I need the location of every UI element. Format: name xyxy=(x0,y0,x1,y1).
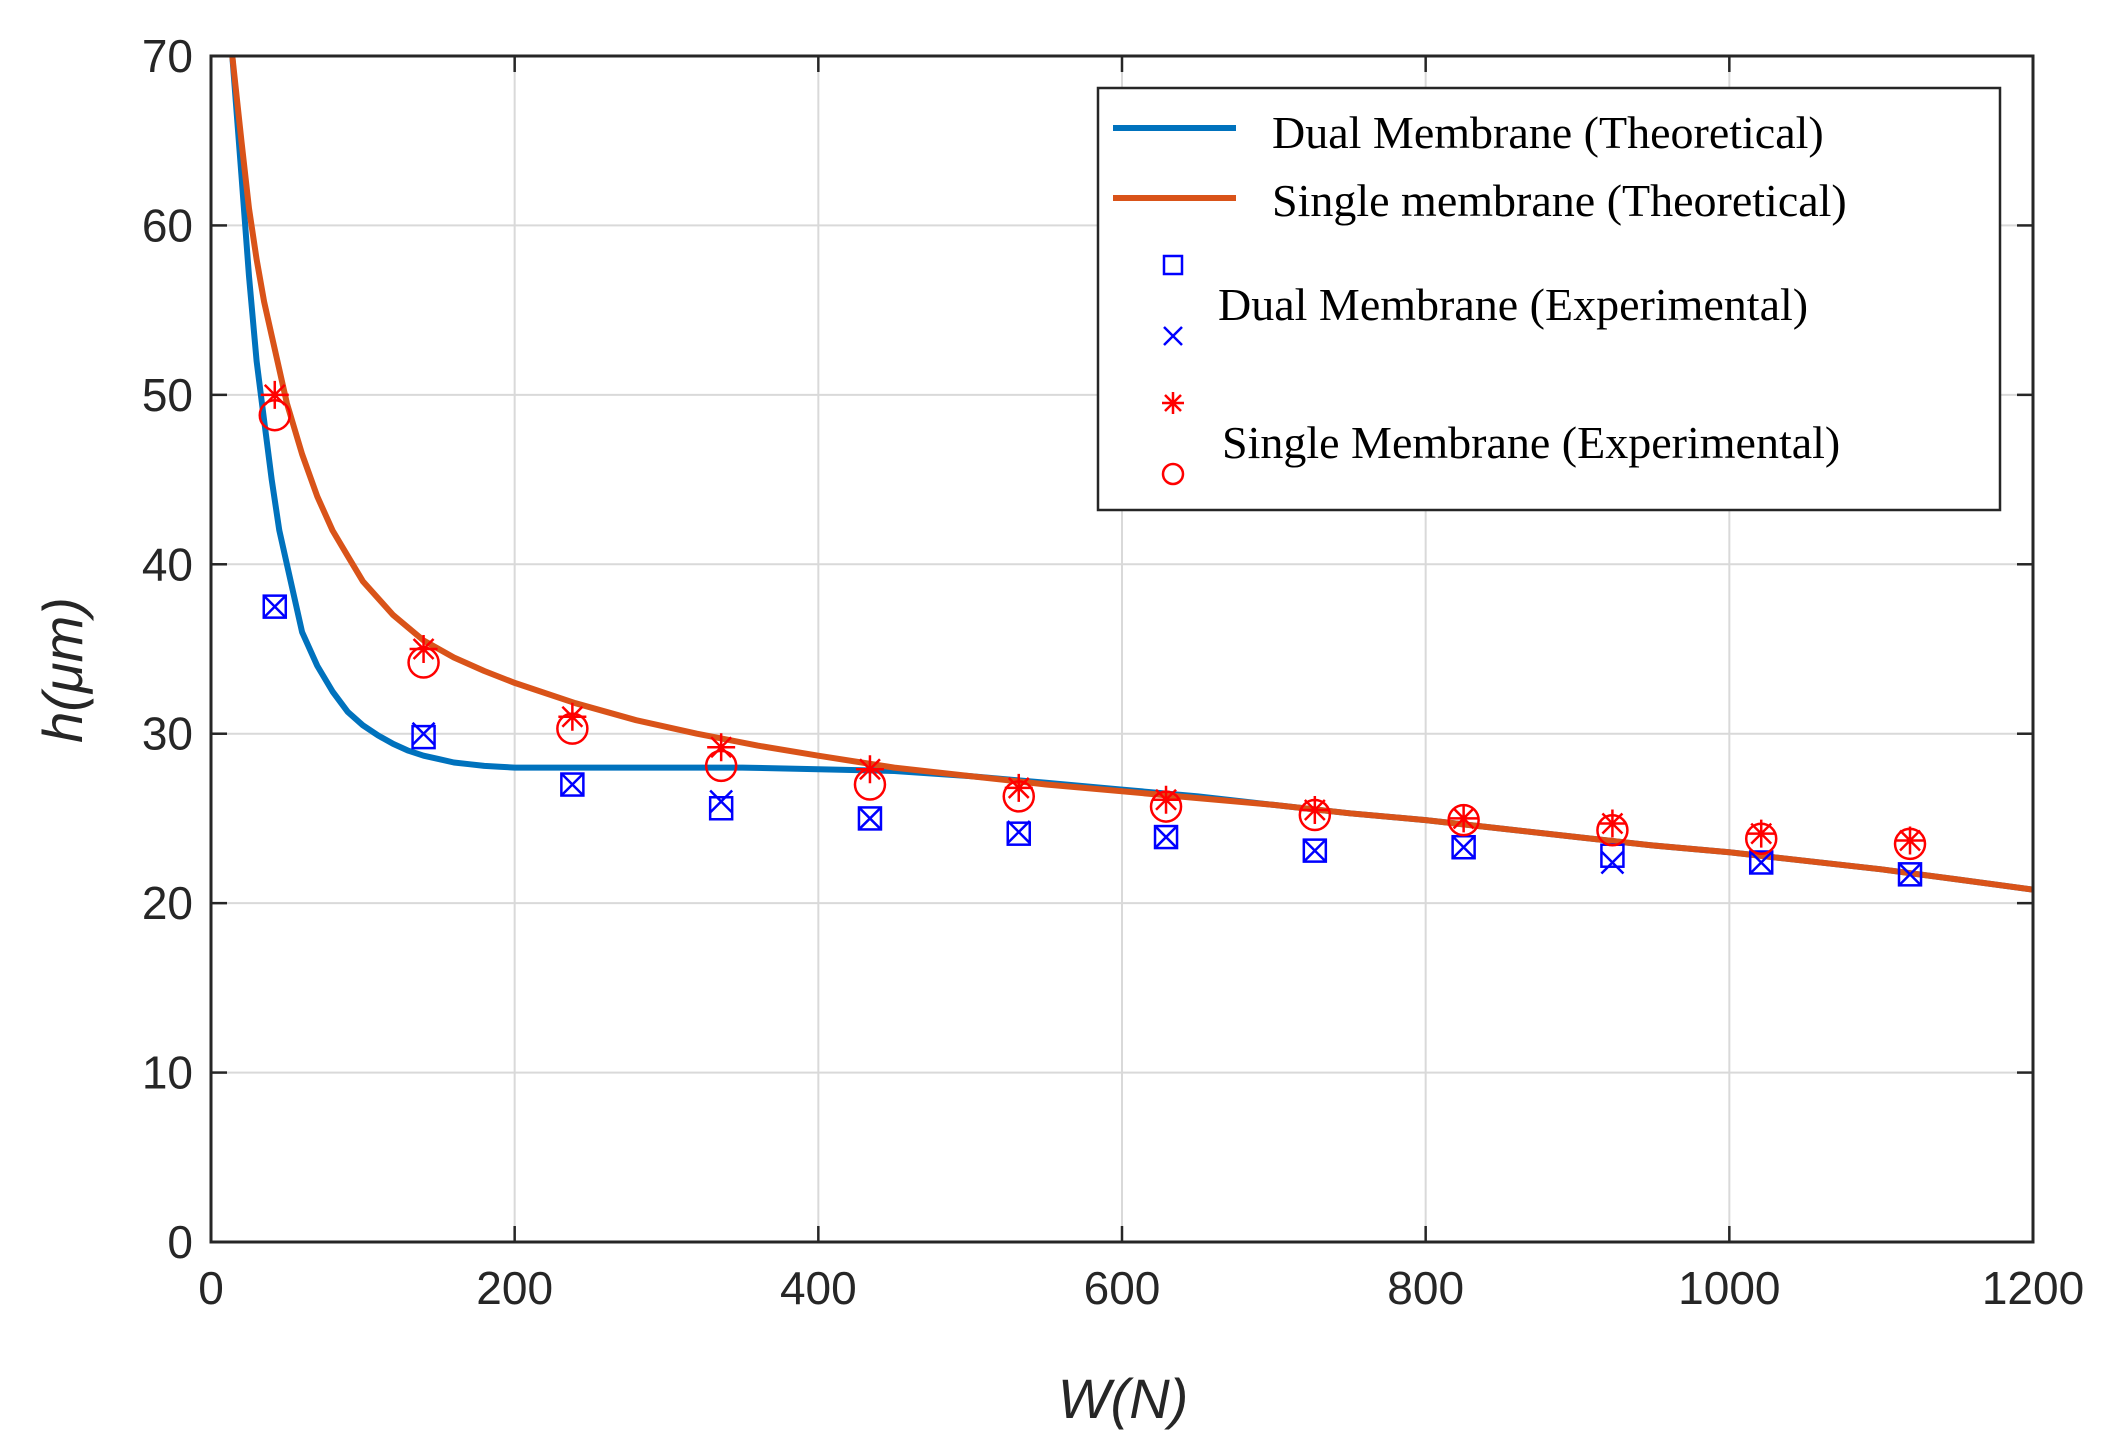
dual-square-marker xyxy=(1897,862,1923,887)
dual-x-marker xyxy=(858,806,882,831)
single-asterisk-marker xyxy=(1004,773,1033,802)
x-tick-label: 400 xyxy=(780,1262,857,1314)
single-asterisk-marker xyxy=(1152,785,1181,814)
single-asterisk-marker xyxy=(855,755,884,784)
dual-square-marker xyxy=(1153,824,1179,850)
single-asterisk-marker xyxy=(260,380,289,409)
dual-square-marker xyxy=(708,796,734,821)
y-tick-label: 40 xyxy=(142,538,193,590)
y-tick-label: 30 xyxy=(142,708,193,760)
y-tick-label: 70 xyxy=(142,30,193,82)
dual-x-marker xyxy=(1600,850,1625,875)
dual-x-marker xyxy=(1451,835,1476,860)
dual-square-marker xyxy=(560,772,585,797)
dual-x-marker xyxy=(411,721,436,746)
x-tick-label: 800 xyxy=(1387,1262,1464,1314)
legend-single-theoretical-label: Single membrane (Theoretical) xyxy=(1272,175,1847,226)
dual-square-marker xyxy=(857,806,883,831)
x-tick-label: 1200 xyxy=(1982,1262,2084,1314)
y-tick-label: 10 xyxy=(142,1047,193,1099)
dual-square-marker xyxy=(1006,821,1032,846)
y-tick-label: 0 xyxy=(167,1216,193,1268)
y-tick-label: 60 xyxy=(142,199,193,251)
single-asterisk-marker xyxy=(1300,795,1329,824)
legend-dual-theoretical-label: Dual Membrane (Theoretical) xyxy=(1272,107,1824,158)
single-asterisk-marker xyxy=(558,702,587,731)
legend: Dual Membrane (Theoretical) Single membr… xyxy=(1096,86,2002,512)
legend-single-asterisk-marker xyxy=(1162,392,1184,414)
x-tick-label: 600 xyxy=(1084,1262,1161,1314)
y-tick-label: 50 xyxy=(142,369,193,421)
dual-x-marker xyxy=(1154,825,1178,849)
single-asterisk-marker xyxy=(707,733,736,762)
single-theoretical-line xyxy=(229,55,2034,893)
legend-dual-square-marker xyxy=(1162,254,1184,276)
dual-x-marker xyxy=(262,594,287,619)
dual-square-marker xyxy=(411,724,436,750)
dual-x-marker xyxy=(560,772,585,797)
y-axis-label: h(μm) xyxy=(31,597,94,743)
x-tick-label: 200 xyxy=(476,1262,553,1314)
dual-square-marker xyxy=(1748,850,1774,875)
axes: 0 200 400 600 800 1000 1200 0 10 20 30 40 50 60 70 xyxy=(142,30,2084,1314)
dual-x-marker xyxy=(1898,862,1922,887)
legend-dual-x-marker xyxy=(1163,326,1183,346)
dual-x-marker xyxy=(1006,820,1031,844)
dual-x-marker xyxy=(1302,838,1327,863)
single-asterisk-marker xyxy=(1747,819,1776,848)
x-tick-label: 0 xyxy=(198,1262,224,1314)
single-asterisk-marker xyxy=(1598,809,1627,838)
legend-box xyxy=(1096,86,2002,512)
x-axis-label: W(N) xyxy=(1058,1367,1189,1430)
legend-single-experimental-label: Single Membrane (Experimental) xyxy=(1222,417,1840,468)
single-asterisk-marker xyxy=(1896,826,1925,855)
single-asterisk-marker xyxy=(1449,804,1478,833)
dual-x-marker xyxy=(709,789,734,814)
y-tick-label: 20 xyxy=(142,877,193,929)
markers xyxy=(258,380,1927,887)
single-asterisk-marker xyxy=(409,635,438,663)
dual-square-marker xyxy=(262,594,288,619)
legend-dual-experimental-label: Dual Membrane (Experimental) xyxy=(1218,279,1808,330)
legend-single-circle-marker xyxy=(1161,462,1185,486)
dual-square-marker xyxy=(1302,838,1328,863)
x-tick-label: 1000 xyxy=(1678,1262,1780,1314)
dual-x-marker xyxy=(1749,850,1774,875)
